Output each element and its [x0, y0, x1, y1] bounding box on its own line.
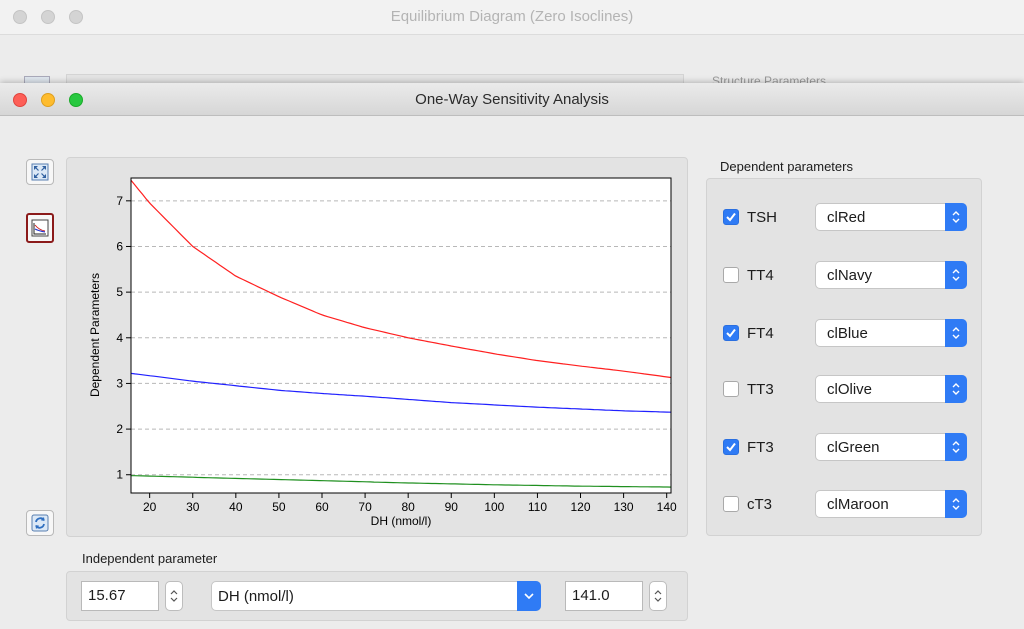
minimize-button[interactable]	[41, 93, 55, 107]
dependent-param-label: TSH	[747, 209, 777, 226]
ft3-checkbox[interactable]	[723, 439, 739, 455]
x-tick-label: 80	[401, 500, 415, 514]
series-line-0	[130, 179, 672, 379]
dependent-param-row: FT3 clGreen	[723, 433, 967, 463]
x-tick-label: 40	[229, 500, 243, 514]
dependent-param-row: TT3 clOlive	[723, 375, 967, 405]
dependent-param-row: TT4 clNavy	[723, 261, 967, 291]
fullscreen-button[interactable]	[26, 159, 54, 185]
bg-zoom-button[interactable]	[69, 10, 83, 24]
min-value-field[interactable]: 15.67	[81, 581, 159, 611]
plot-area	[130, 177, 672, 494]
stepper-arrows-icon	[654, 590, 662, 602]
dependent-param-row: cT3 clMaroon	[723, 490, 967, 520]
dependent-param-label: FT4	[747, 325, 774, 342]
stepper-arrows-icon	[170, 590, 178, 602]
fullscreen-icon	[31, 163, 49, 181]
color-select-value: clNavy	[827, 267, 873, 284]
color-select-value: clBlue	[827, 325, 868, 342]
updown-arrows-icon	[945, 261, 967, 289]
dependent-param-row: FT4 clBlue	[723, 319, 967, 349]
y-tick-label: 1	[116, 468, 123, 482]
y-tick-label: 2	[116, 422, 123, 436]
refresh-icon	[31, 514, 49, 532]
max-value-stepper[interactable]	[649, 581, 667, 611]
x-tick-label: 130	[614, 500, 634, 514]
background-titlebar: Equilibrium Diagram (Zero Isoclines)	[0, 0, 1024, 35]
tsh-checkbox[interactable]	[723, 209, 739, 225]
x-tick-label: 30	[186, 500, 200, 514]
chart-icon	[31, 219, 49, 237]
sensitivity-window: One-Way Sensitivity Analysis	[0, 83, 1024, 629]
x-tick-label: 140	[657, 500, 677, 514]
dependent-param-label: TT3	[747, 381, 774, 398]
bg-minimize-button[interactable]	[41, 10, 55, 24]
dependent-params-panel: TSH clRed TT4 clNavy FT4 clBlue TT3 clOlive FT3 c…	[706, 178, 982, 536]
independent-param-title: Independent parameter	[82, 551, 218, 566]
x-tick-label: 90	[445, 500, 459, 514]
background-window-title: Equilibrium Diagram (Zero Isoclines)	[390, 8, 634, 25]
window-content: 1 2 3 4 5 6 7 20 30 40 50 60 70 80 90 100 110 120 130 140 D…	[0, 116, 1024, 629]
chart-button[interactable]	[26, 213, 54, 243]
checkmark-icon	[726, 328, 736, 338]
x-axis-label: DH (nmol/l)	[371, 514, 432, 528]
color-select-value: clOlive	[827, 381, 873, 398]
independent-param-value: DH (nmol/l)	[218, 588, 294, 605]
dependent-param-label: TT4	[747, 267, 774, 284]
dependent-params-title: Dependent parameters	[720, 159, 853, 174]
y-tick-label: 5	[116, 285, 123, 299]
tsh-color-select[interactable]: clRed	[815, 203, 967, 231]
ft4-checkbox[interactable]	[723, 325, 739, 341]
ft3-color-select[interactable]: clGreen	[815, 433, 967, 461]
updown-arrows-icon	[945, 433, 967, 461]
checkmark-icon	[726, 212, 736, 222]
tt3-color-select[interactable]: clOlive	[815, 375, 967, 403]
color-select-value: clRed	[827, 209, 866, 226]
y-axis-label: Dependent Parameters	[88, 273, 102, 397]
close-button[interactable]	[13, 93, 27, 107]
updown-arrows-icon	[945, 319, 967, 347]
series-line-1	[130, 372, 672, 413]
updown-arrows-icon	[945, 203, 967, 231]
x-tick-label: 70	[358, 500, 372, 514]
updown-arrows-icon	[945, 490, 967, 518]
updown-arrows-icon	[945, 375, 967, 403]
independent-param-select[interactable]: DH (nmol/l)	[211, 581, 541, 611]
independent-param-panel: 15.67 DH (nmol/l) 141.0	[66, 571, 688, 621]
x-tick-label: 100	[484, 500, 504, 514]
chart-panel: 1 2 3 4 5 6 7 20 30 40 50 60 70 80 90 100 110 120 130 140 D…	[66, 157, 688, 537]
sensitivity-chart: 1 2 3 4 5 6 7 20 30 40 50 60 70 80 90 100 110 120 130 140 D…	[88, 177, 677, 528]
refresh-button[interactable]	[26, 510, 54, 536]
ft4-color-select[interactable]: clBlue	[815, 319, 967, 347]
dependent-param-row: TSH clRed	[723, 203, 967, 233]
titlebar: One-Way Sensitivity Analysis	[0, 83, 1024, 116]
y-tick-label: 7	[116, 194, 123, 208]
y-tick-label: 4	[116, 331, 123, 345]
ct3-checkbox[interactable]	[723, 496, 739, 512]
color-select-value: clGreen	[827, 439, 880, 456]
dependent-param-label: cT3	[747, 496, 773, 513]
x-tick-label: 120	[571, 500, 591, 514]
max-value-field[interactable]: 141.0	[565, 581, 643, 611]
tt3-checkbox[interactable]	[723, 381, 739, 397]
tt4-checkbox[interactable]	[723, 267, 739, 283]
x-tick-label: 50	[272, 500, 286, 514]
y-tick-label: 6	[116, 239, 123, 253]
series-line-2	[131, 475, 672, 488]
zoom-button[interactable]	[69, 93, 83, 107]
y-tick-label: 3	[116, 376, 123, 390]
chevron-down-icon	[517, 581, 541, 611]
x-tick-label: 20	[143, 500, 157, 514]
bg-close-button[interactable]	[13, 10, 27, 24]
tt4-color-select[interactable]: clNavy	[815, 261, 967, 289]
x-tick-label: 60	[315, 500, 329, 514]
checkmark-icon	[726, 442, 736, 452]
x-tick-label: 110	[528, 500, 547, 514]
color-select-value: clMaroon	[827, 496, 889, 513]
dependent-param-label: FT3	[747, 439, 774, 456]
window-title: One-Way Sensitivity Analysis	[415, 91, 609, 108]
ct3-color-select[interactable]: clMaroon	[815, 490, 967, 518]
min-value-stepper[interactable]	[165, 581, 183, 611]
